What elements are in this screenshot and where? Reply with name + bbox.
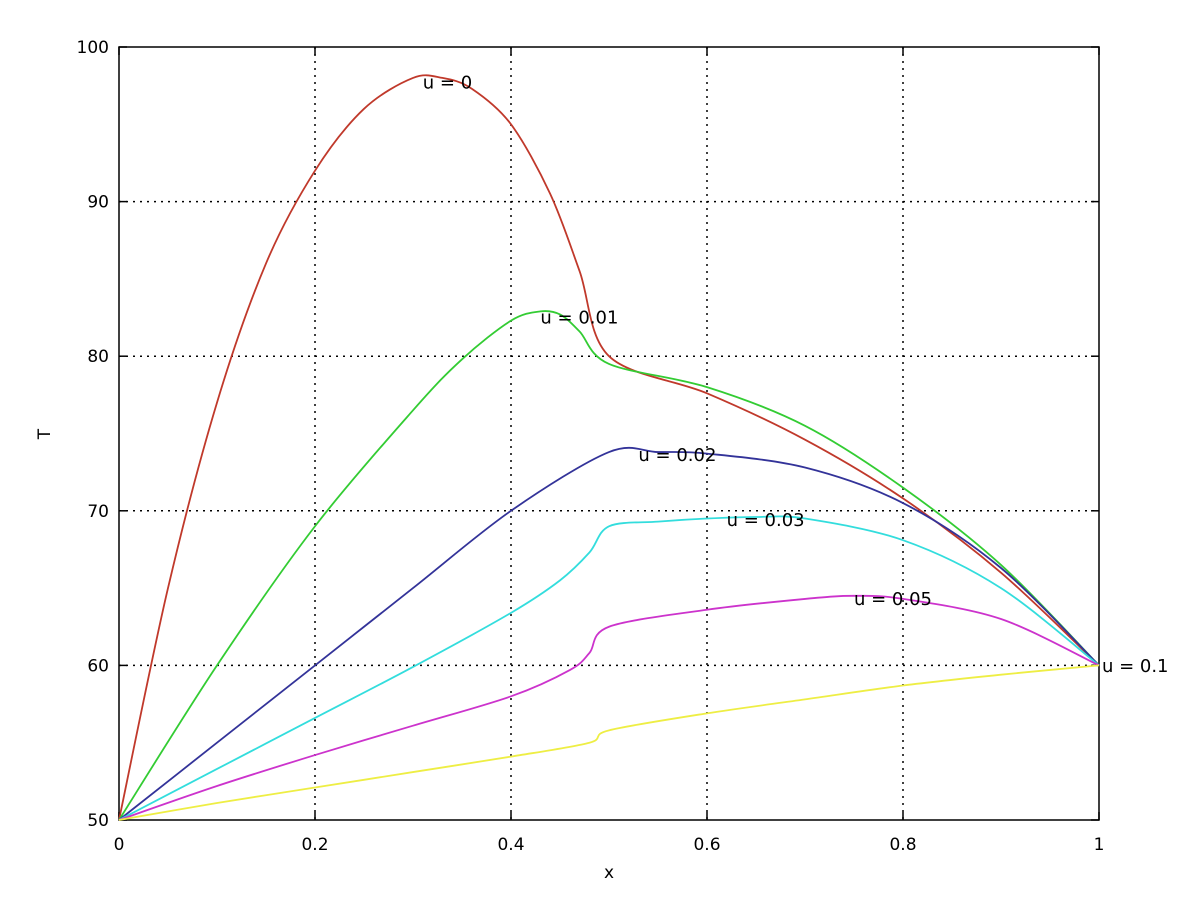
x-tick-label: 1 — [1094, 835, 1105, 855]
series-line — [118, 310, 1100, 821]
curve-label: u = 0.1 — [1102, 656, 1169, 677]
curve-label: u = 0.03 — [727, 510, 805, 531]
y-tick-label: 60 — [87, 656, 109, 676]
x-tick-label: 0.8 — [889, 835, 916, 855]
series-line — [118, 515, 1100, 821]
series-line — [118, 594, 1100, 821]
curve-label: u = 0.01 — [540, 308, 618, 329]
series-line — [118, 664, 1100, 821]
x-axis-label: x — [604, 863, 614, 883]
y-tick-label: 90 — [87, 193, 109, 213]
curve-label: u = 0 — [423, 73, 472, 94]
x-tick-label: 0.2 — [301, 835, 328, 855]
axis-ticks: 0 0.2 0.4 0.6 0.8 1 50 60 70 80 90 100 — [77, 38, 1105, 855]
x-tick-label: 0.6 — [693, 835, 720, 855]
plot-frame — [118, 46, 1100, 821]
y-tick-label: 50 — [87, 811, 109, 831]
curve-label: u = 0.05 — [854, 589, 932, 610]
y-tick-label: 70 — [87, 502, 109, 522]
y-tick-label: 80 — [87, 347, 109, 367]
y-axis-label: T — [35, 428, 55, 440]
x-tick-label: 0.4 — [497, 835, 524, 855]
x-tick-label: 0 — [114, 835, 125, 855]
series-line — [118, 74, 1100, 821]
series-lines — [118, 74, 1100, 821]
y-tick-label: 100 — [77, 38, 109, 58]
series-line — [118, 446, 1100, 821]
curve-label: u = 0.02 — [638, 445, 716, 466]
curve-labels: u = 0 u = 0.01 u = 0.02 u = 0.03 u = 0.05 u =… — [423, 73, 1169, 678]
